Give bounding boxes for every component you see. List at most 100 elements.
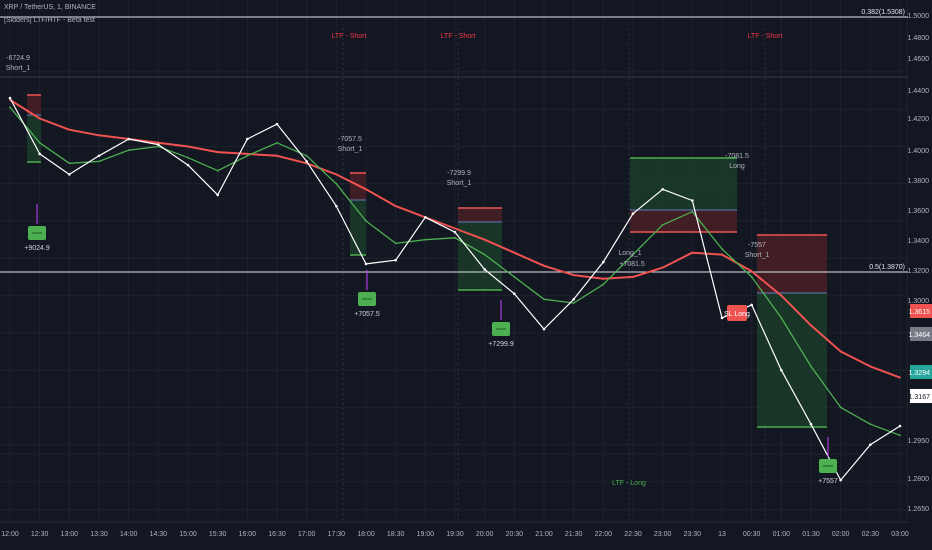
ma-slow-line-point	[216, 151, 219, 153]
ma-slow-line-point	[483, 238, 486, 241]
stop-loss-marker[interactable]: SL Long	[724, 305, 750, 321]
stop-zone	[458, 208, 502, 222]
price-badge	[910, 304, 932, 318]
entry-pnl-label: -6724.9	[6, 55, 30, 62]
exit-marker[interactable]: +7299.9	[488, 300, 514, 348]
time-axis[interactable]: 12:00 12:30 13:00 13:30 14:00 14:30 15:00 15:30…	[0, 523, 932, 550]
sl-label: SL Long	[724, 311, 750, 318]
ma-fast-line-point	[543, 298, 545, 301]
ma-fast-line-point	[424, 238, 427, 241]
ma-slow-line-point	[572, 274, 575, 276]
price-line-point	[691, 199, 694, 202]
ma-slow-line-point	[691, 251, 694, 254]
ma-slow-line-point	[869, 365, 872, 368]
price-badge	[910, 389, 932, 403]
ma-slow-line-point	[810, 324, 812, 327]
time-tick: 17:30	[328, 531, 346, 538]
target-zone	[350, 200, 366, 255]
ma-fast-line-point	[335, 182, 338, 185]
ma-fast-line-point	[365, 220, 367, 222]
price-tick: 1.3800	[908, 178, 930, 185]
time-tick: 15:30	[209, 531, 227, 538]
price-badge	[910, 365, 932, 379]
price-line-point	[335, 204, 338, 208]
exit-label: +7557	[818, 478, 838, 485]
time-tick: 21:30	[565, 531, 583, 538]
time-tick: 21:00	[535, 531, 553, 538]
ma-slow-line-point	[513, 251, 516, 254]
ma-fast-line-point	[632, 253, 634, 256]
time-tick: 01:00	[773, 531, 791, 538]
ma-fast-line-point	[98, 160, 100, 163]
price-line-point	[38, 152, 41, 156]
ma-fast-line-point	[276, 141, 278, 144]
price-line-point	[275, 122, 279, 126]
ma-slow-line-point	[187, 145, 189, 148]
time-tick: 13	[718, 531, 726, 538]
price-badge-label: 1.3167	[909, 394, 931, 401]
ma-fast-line-point	[839, 406, 842, 409]
price-line-point	[898, 424, 902, 428]
time-tick: 02:30	[862, 531, 880, 538]
ltf-short-signal: LTF - Short	[441, 33, 476, 40]
exit-marker[interactable]: +7057.5	[354, 270, 380, 318]
exit-marker[interactable]: +7557	[818, 437, 838, 485]
entry-pnl-label: -7057.5	[338, 136, 362, 143]
ma-fast-line-point	[483, 253, 486, 256]
ma-fast-line-point	[899, 434, 901, 437]
price-line-point	[720, 316, 724, 320]
price-badge-label: 1.3464	[909, 332, 931, 339]
ma-slow-line-point	[721, 253, 723, 256]
entry-name-label: Short_1	[6, 65, 31, 72]
ma-fast-line-point	[750, 276, 753, 278]
price-line-point	[8, 96, 12, 100]
price-badge-label: 1.3294	[909, 370, 931, 377]
ma-fast-line-point	[394, 242, 397, 245]
time-tick: 19:00	[417, 531, 435, 538]
entry-name-label: Long_1	[618, 250, 641, 257]
ma-slow-line-point	[365, 188, 367, 191]
ltf-short-signal: LTF - Short	[332, 33, 367, 40]
price-line-point	[809, 422, 813, 426]
time-tick: 22:30	[624, 531, 642, 538]
stop-zone	[630, 210, 737, 232]
time-tick: 12:30	[31, 531, 49, 538]
price-line-point	[216, 193, 219, 197]
stop-zone	[757, 235, 827, 293]
ma-fast-line-point	[513, 276, 516, 278]
symbol-title: XRP / TetherUS, 1, BINANCE	[4, 4, 96, 11]
time-axis-background	[0, 523, 932, 550]
exit-label: +7057.5	[354, 311, 380, 318]
time-tick: 23:30	[684, 531, 702, 538]
ma-fast-line-point	[68, 162, 71, 165]
indicator-title[interactable]: [Sidders] LTF/HTF - Beta test	[4, 17, 95, 24]
price-line-point	[750, 303, 753, 307]
price-line-point	[68, 173, 71, 176]
price-tick: 1.3400	[908, 238, 930, 245]
price-tick: 1.3200	[908, 268, 930, 275]
price-line-point	[394, 258, 397, 262]
series-lines	[8, 96, 902, 482]
time-tick: 19:30	[446, 531, 464, 538]
ma-fast-line-point	[216, 169, 219, 172]
trade-zone-4	[630, 157, 737, 233]
price-line-point	[780, 368, 783, 372]
price-line-point	[572, 297, 575, 301]
price-line-point	[97, 154, 101, 158]
ma-fast-line-point	[187, 156, 189, 159]
target-zone	[757, 293, 827, 427]
price-tick: 1.2800	[908, 476, 930, 483]
price-tick: 1.4600	[908, 56, 930, 63]
price-axis[interactable]: 1.5000 1.4800 1.4600 1.4400 1.4200 1.4000 1.38…	[908, 0, 932, 550]
price-line-point	[602, 260, 605, 264]
price-badge	[910, 327, 932, 341]
exit-marker[interactable]: +9024.9	[24, 204, 50, 252]
stop-zone	[350, 173, 366, 200]
time-tick: 17:00	[298, 531, 316, 538]
time-tick: 00:30	[743, 531, 761, 538]
ma-slow-line-point	[394, 205, 397, 208]
ma-slow-line-point	[632, 276, 634, 278]
trade-zone-5	[757, 234, 827, 428]
time-tick: 16:30	[268, 531, 286, 538]
